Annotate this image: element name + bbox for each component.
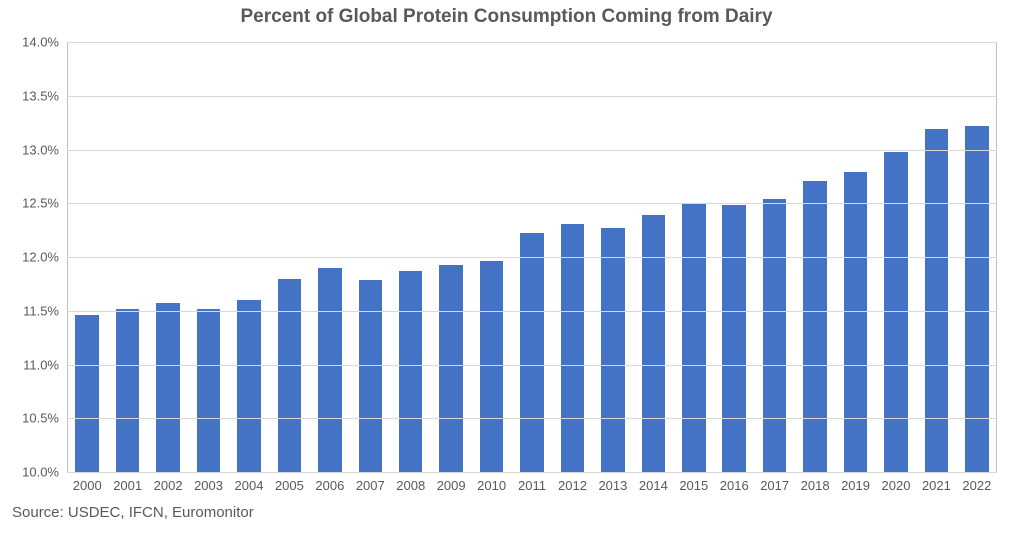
bar [197,309,220,472]
bar [359,280,382,472]
y-tick-label: 11.0% [0,357,67,372]
y-tick-label: 10.0% [0,465,67,480]
gridline [67,311,997,312]
x-tick-label: 2022 [962,472,991,493]
bar [763,199,786,472]
x-tick-label: 2005 [275,472,304,493]
bar [480,261,503,472]
bar [75,315,98,472]
bar [803,181,826,472]
y-tick-label: 13.0% [0,142,67,157]
source-caption: Source: USDEC, IFCN, Euromonitor [12,504,254,521]
x-tick-label: 2014 [639,472,668,493]
gridline [67,203,997,204]
x-tick-label: 2018 [801,472,830,493]
plot-area: 2000200120022003200420052006200720082009… [67,42,997,472]
y-tick-label: 14.0% [0,35,67,50]
bar [722,205,745,472]
bar [520,233,543,472]
x-tick-label: 2019 [841,472,870,493]
x-tick-label: 2001 [113,472,142,493]
x-tick-label: 2015 [679,472,708,493]
x-tick-label: 2002 [154,472,183,493]
bar [884,152,907,472]
y-tick-label: 10.5% [0,411,67,426]
bar [237,300,260,472]
x-tick-label: 2008 [396,472,425,493]
gridline [67,257,997,258]
bar [844,172,867,472]
x-tick-label: 2011 [518,472,546,493]
x-tick-label: 2007 [356,472,385,493]
bar [682,204,705,472]
gridline [67,365,997,366]
bar [318,268,341,472]
y-tick-label: 13.5% [0,88,67,103]
x-tick-label: 2013 [598,472,627,493]
x-tick-label: 2012 [558,472,587,493]
gridline [67,418,997,419]
chart-container: Percent of Global Protein Consumption Co… [0,0,1013,538]
gridline [67,96,997,97]
x-tick-label: 2003 [194,472,223,493]
x-tick-label: 2000 [73,472,102,493]
bar [439,265,462,472]
x-tick-label: 2020 [882,472,911,493]
gridline [67,472,997,473]
x-tick-label: 2009 [437,472,466,493]
x-tick-label: 2004 [235,472,264,493]
bar [642,215,665,472]
x-tick-label: 2021 [922,472,951,493]
y-tick-label: 12.0% [0,250,67,265]
x-tick-label: 2016 [720,472,749,493]
bar [116,309,139,472]
y-tick-label: 12.5% [0,196,67,211]
gridline [67,150,997,151]
bar [156,303,179,472]
bar [601,228,624,472]
x-tick-label: 2006 [315,472,344,493]
bar [399,271,422,472]
bar [925,129,948,472]
gridline [67,42,997,43]
x-tick-label: 2017 [760,472,789,493]
chart-title: Percent of Global Protein Consumption Co… [0,6,1013,28]
bar [278,279,301,473]
y-tick-label: 11.5% [0,303,67,318]
bar [561,224,584,472]
x-tick-label: 2010 [477,472,506,493]
bar [965,126,988,472]
